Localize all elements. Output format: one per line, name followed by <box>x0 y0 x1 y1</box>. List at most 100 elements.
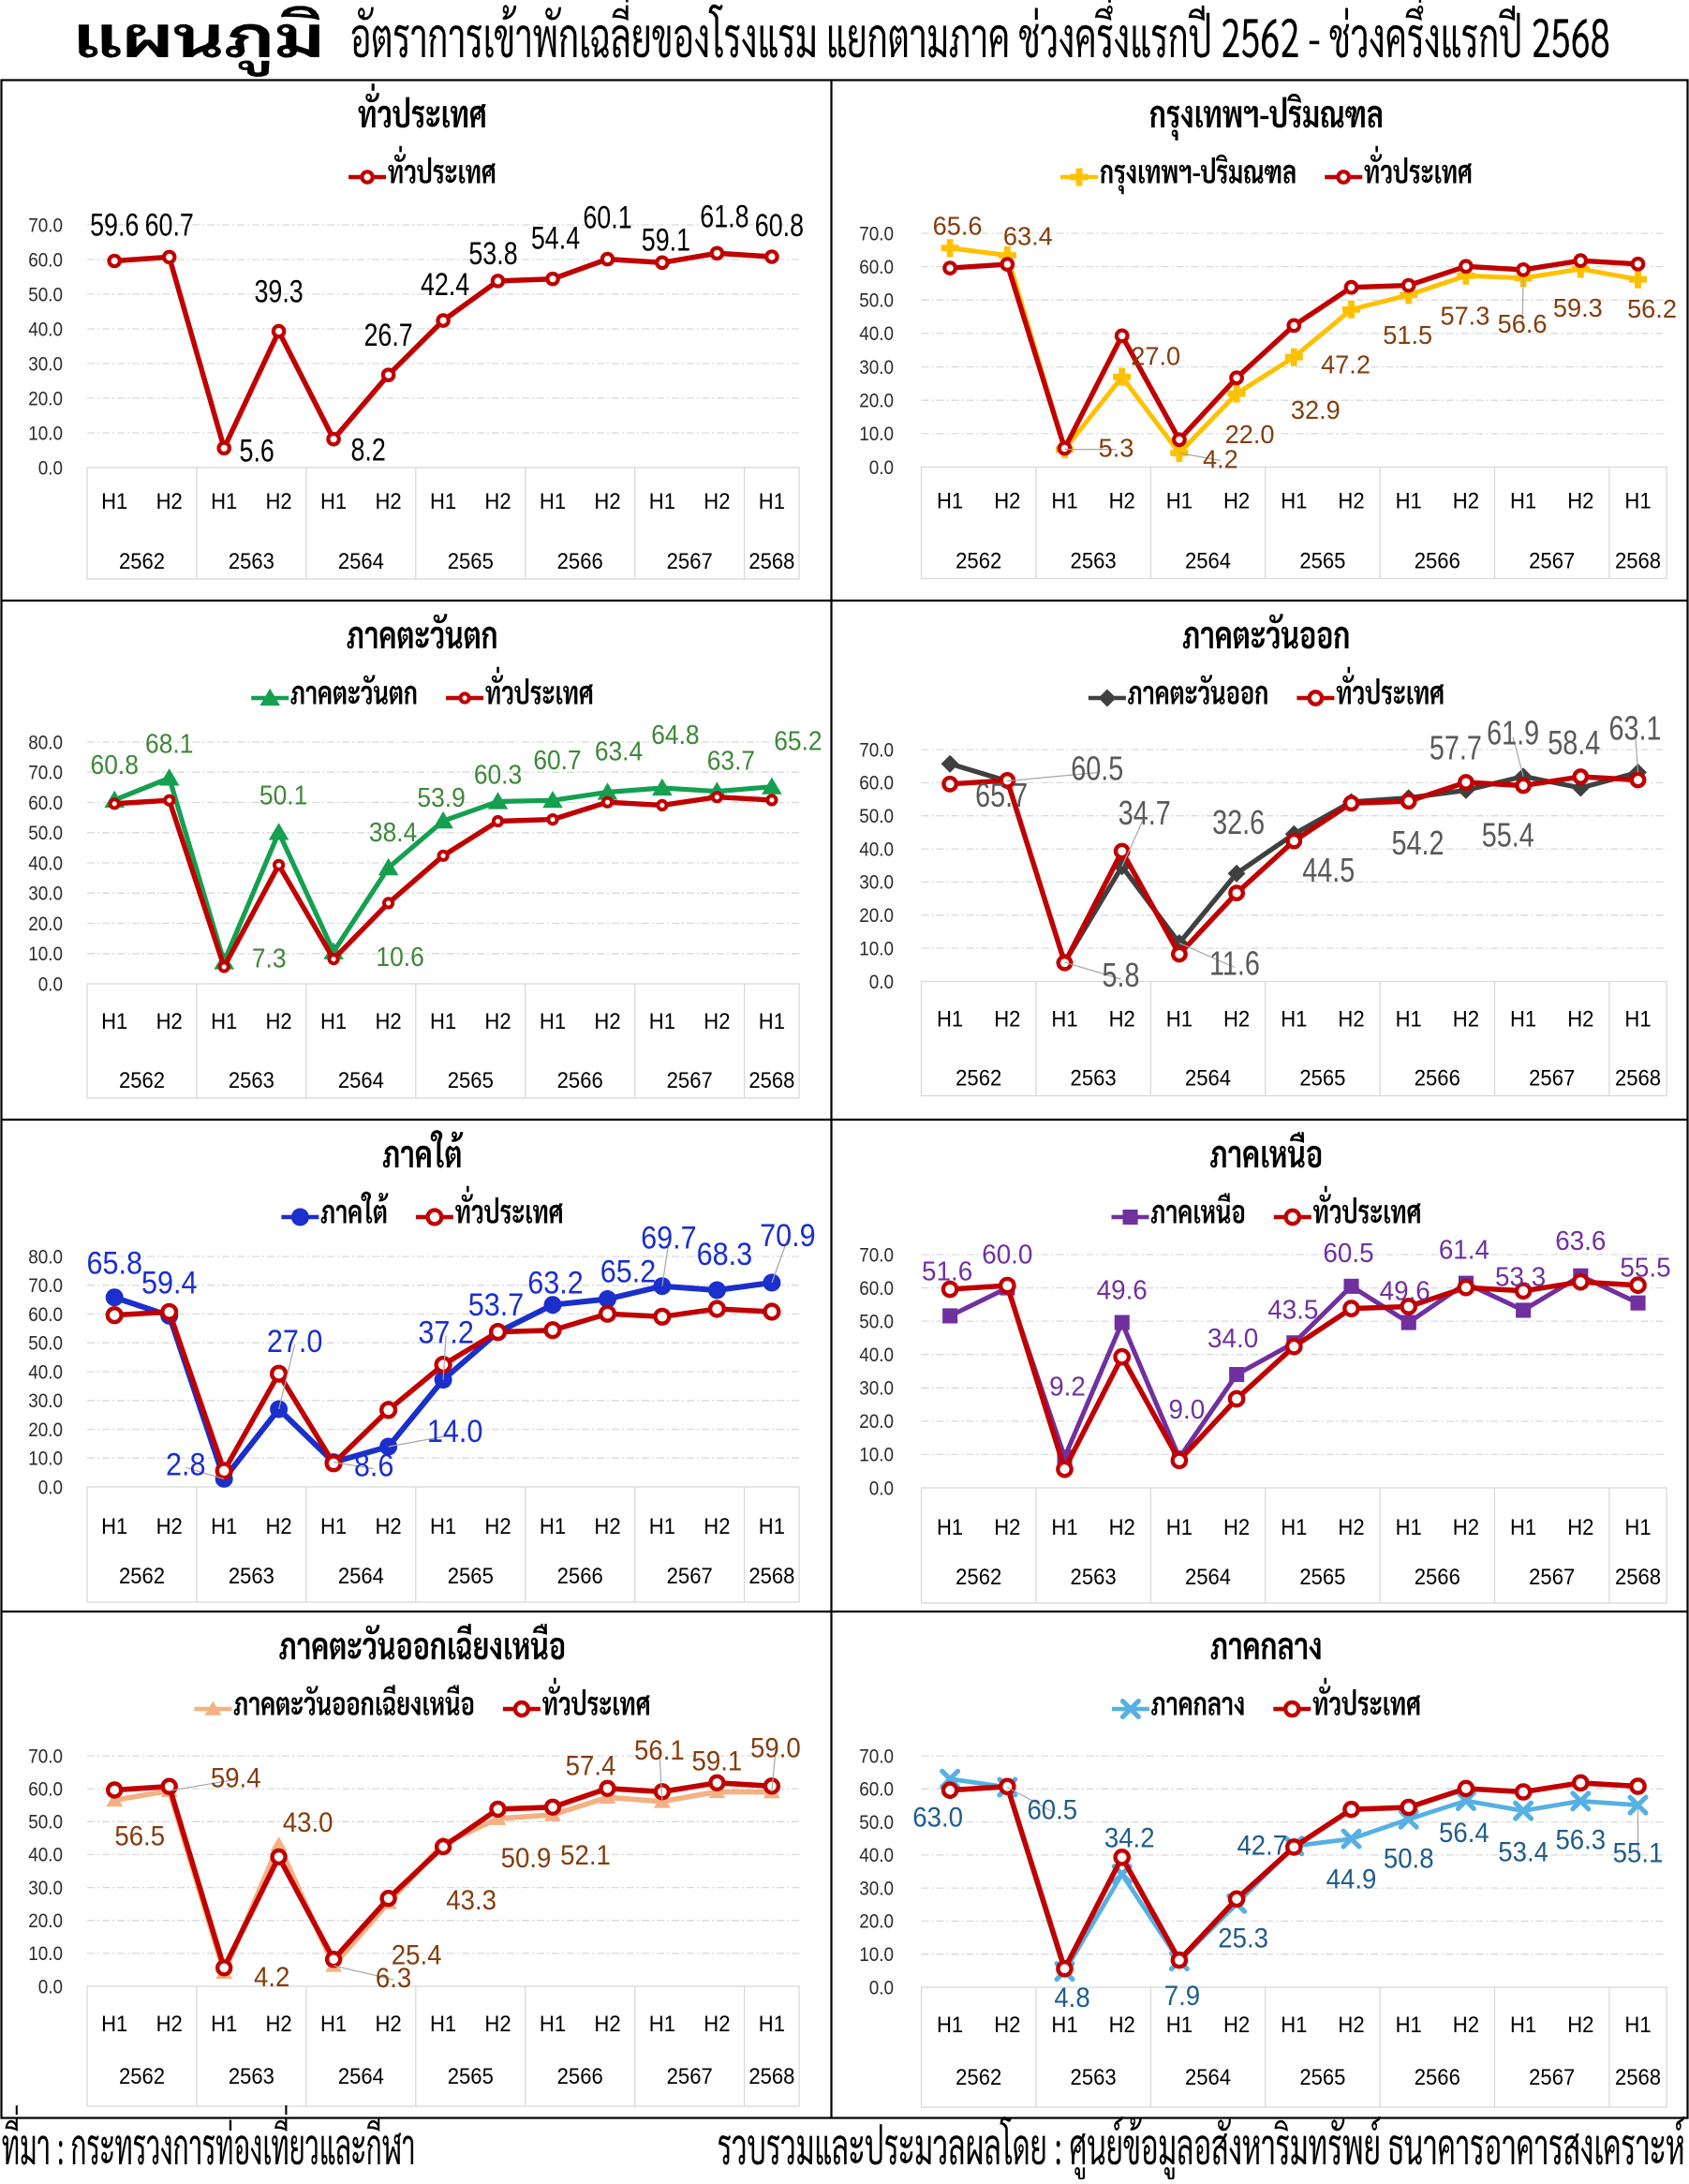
svg-text:20.0: 20.0 <box>28 914 63 935</box>
svg-text:H2: H2 <box>594 2011 620 2036</box>
svg-text:39.3: 39.3 <box>254 275 303 310</box>
svg-text:H1: H1 <box>1396 1006 1422 1032</box>
svg-text:H2: H2 <box>994 1006 1020 1032</box>
svg-text:50.0: 50.0 <box>859 1812 894 1834</box>
svg-text:40.0: 40.0 <box>859 1345 894 1366</box>
svg-text:5.3: 5.3 <box>1099 433 1134 462</box>
svg-text:H2: H2 <box>594 1008 620 1033</box>
svg-text:20.0: 20.0 <box>28 1910 63 1932</box>
svg-text:40.0: 40.0 <box>859 839 894 861</box>
svg-text:2563: 2563 <box>229 548 274 573</box>
svg-text:2568: 2568 <box>748 2063 794 2088</box>
svg-text:H1: H1 <box>937 488 963 513</box>
svg-text:8.2: 8.2 <box>350 433 385 468</box>
svg-text:60.0: 60.0 <box>28 793 63 814</box>
svg-text:H1: H1 <box>1166 488 1193 513</box>
svg-text:2564: 2564 <box>1185 2064 1231 2089</box>
svg-text:10.0: 10.0 <box>859 939 894 960</box>
svg-text:2562: 2562 <box>119 548 165 573</box>
svg-text:40.0: 40.0 <box>28 1845 63 1866</box>
svg-text:50.0: 50.0 <box>28 823 63 844</box>
svg-text:2565: 2565 <box>1299 2064 1345 2089</box>
svg-text:H2: H2 <box>1223 2012 1250 2037</box>
svg-text:2562: 2562 <box>956 1564 1001 1589</box>
svg-text:H1: H1 <box>1510 2012 1536 2037</box>
svg-text:H1: H1 <box>211 1008 237 1033</box>
svg-text:H1: H1 <box>101 1513 127 1538</box>
svg-text:60.0: 60.0 <box>859 1779 894 1801</box>
svg-text:H1: H1 <box>1166 2012 1193 2037</box>
svg-text:2568: 2568 <box>748 1067 794 1092</box>
svg-text:H1: H1 <box>1281 1006 1307 1032</box>
svg-text:63.4: 63.4 <box>595 735 643 765</box>
svg-text:8.6: 8.6 <box>354 1448 394 1483</box>
svg-text:65.7: 65.7 <box>975 776 1028 814</box>
svg-text:H2: H2 <box>1567 1514 1593 1539</box>
svg-text:H2: H2 <box>375 2011 401 2036</box>
svg-text:H2: H2 <box>484 1513 511 1538</box>
svg-text:2562: 2562 <box>119 1563 165 1588</box>
svg-text:50.0: 50.0 <box>859 290 894 312</box>
svg-text:59.3: 59.3 <box>1553 293 1603 322</box>
svg-text:2565: 2565 <box>1299 1065 1345 1091</box>
svg-text:2564: 2564 <box>338 1563 384 1588</box>
svg-text:2566: 2566 <box>1415 1564 1460 1589</box>
svg-text:H2: H2 <box>994 1514 1020 1539</box>
svg-text:70.0: 70.0 <box>28 215 63 236</box>
svg-text:2563: 2563 <box>1071 1564 1117 1589</box>
svg-text:65.2: 65.2 <box>600 1254 657 1289</box>
svg-text:H2: H2 <box>265 2011 291 2036</box>
svg-text:50.9: 50.9 <box>501 1843 552 1874</box>
svg-text:30.0: 30.0 <box>859 1378 894 1400</box>
svg-text:9.2: 9.2 <box>1049 1372 1086 1403</box>
svg-text:2566: 2566 <box>1415 1065 1460 1091</box>
svg-text:H1: H1 <box>540 488 566 513</box>
svg-text:H1: H1 <box>1510 1514 1536 1539</box>
svg-text:60.1: 60.1 <box>583 201 631 236</box>
svg-text:20.0: 20.0 <box>859 1411 894 1433</box>
svg-text:50.0: 50.0 <box>28 1333 63 1355</box>
svg-text:0.0: 0.0 <box>38 457 63 479</box>
svg-text:H2: H2 <box>1109 1006 1135 1032</box>
svg-text:2568: 2568 <box>748 1563 794 1588</box>
svg-text:H1: H1 <box>1281 488 1307 513</box>
svg-text:2567: 2567 <box>1529 548 1575 573</box>
svg-text:H1: H1 <box>1281 1514 1307 1539</box>
svg-text:56.6: 56.6 <box>1498 308 1548 337</box>
svg-text:30.0: 30.0 <box>28 353 63 375</box>
svg-text:H1: H1 <box>1166 1514 1193 1539</box>
svg-text:65.8: 65.8 <box>86 1245 142 1281</box>
svg-text:6.3: 6.3 <box>376 1963 411 1994</box>
svg-text:53.9: 53.9 <box>417 782 465 812</box>
svg-text:H2: H2 <box>704 1513 730 1538</box>
svg-text:10.0: 10.0 <box>859 1445 894 1466</box>
svg-text:2563: 2563 <box>1071 548 1117 573</box>
svg-text:H2: H2 <box>484 488 511 513</box>
svg-text:2564: 2564 <box>1185 548 1231 573</box>
svg-text:61.4: 61.4 <box>1439 1235 1489 1266</box>
svg-text:H1: H1 <box>1396 1514 1422 1539</box>
svg-text:2566: 2566 <box>557 1563 603 1588</box>
svg-text:27.0: 27.0 <box>267 1324 323 1359</box>
svg-text:2566: 2566 <box>1415 2064 1460 2089</box>
svg-text:H1: H1 <box>1624 1514 1651 1539</box>
svg-text:58.4: 58.4 <box>1548 723 1600 762</box>
svg-text:14.0: 14.0 <box>427 1414 483 1449</box>
svg-text:60.8: 60.8 <box>755 208 804 244</box>
svg-text:59.1: 59.1 <box>642 222 690 258</box>
svg-text:30.0: 30.0 <box>859 872 894 894</box>
svg-text:7.3: 7.3 <box>252 943 287 973</box>
svg-text:H1: H1 <box>759 488 785 513</box>
svg-text:2564: 2564 <box>1185 1564 1231 1589</box>
svg-text:H2: H2 <box>484 1008 511 1033</box>
svg-text:40.0: 40.0 <box>28 319 63 340</box>
svg-text:2565: 2565 <box>448 548 494 573</box>
svg-text:5.6: 5.6 <box>240 433 274 468</box>
svg-text:40.0: 40.0 <box>28 1361 63 1383</box>
svg-text:5.8: 5.8 <box>1102 956 1139 994</box>
svg-text:H1: H1 <box>649 2011 675 2036</box>
svg-text:25.4: 25.4 <box>392 1940 442 1971</box>
svg-text:H1: H1 <box>1624 1006 1651 1032</box>
svg-text:H2: H2 <box>375 488 401 513</box>
svg-text:68.1: 68.1 <box>145 728 193 758</box>
